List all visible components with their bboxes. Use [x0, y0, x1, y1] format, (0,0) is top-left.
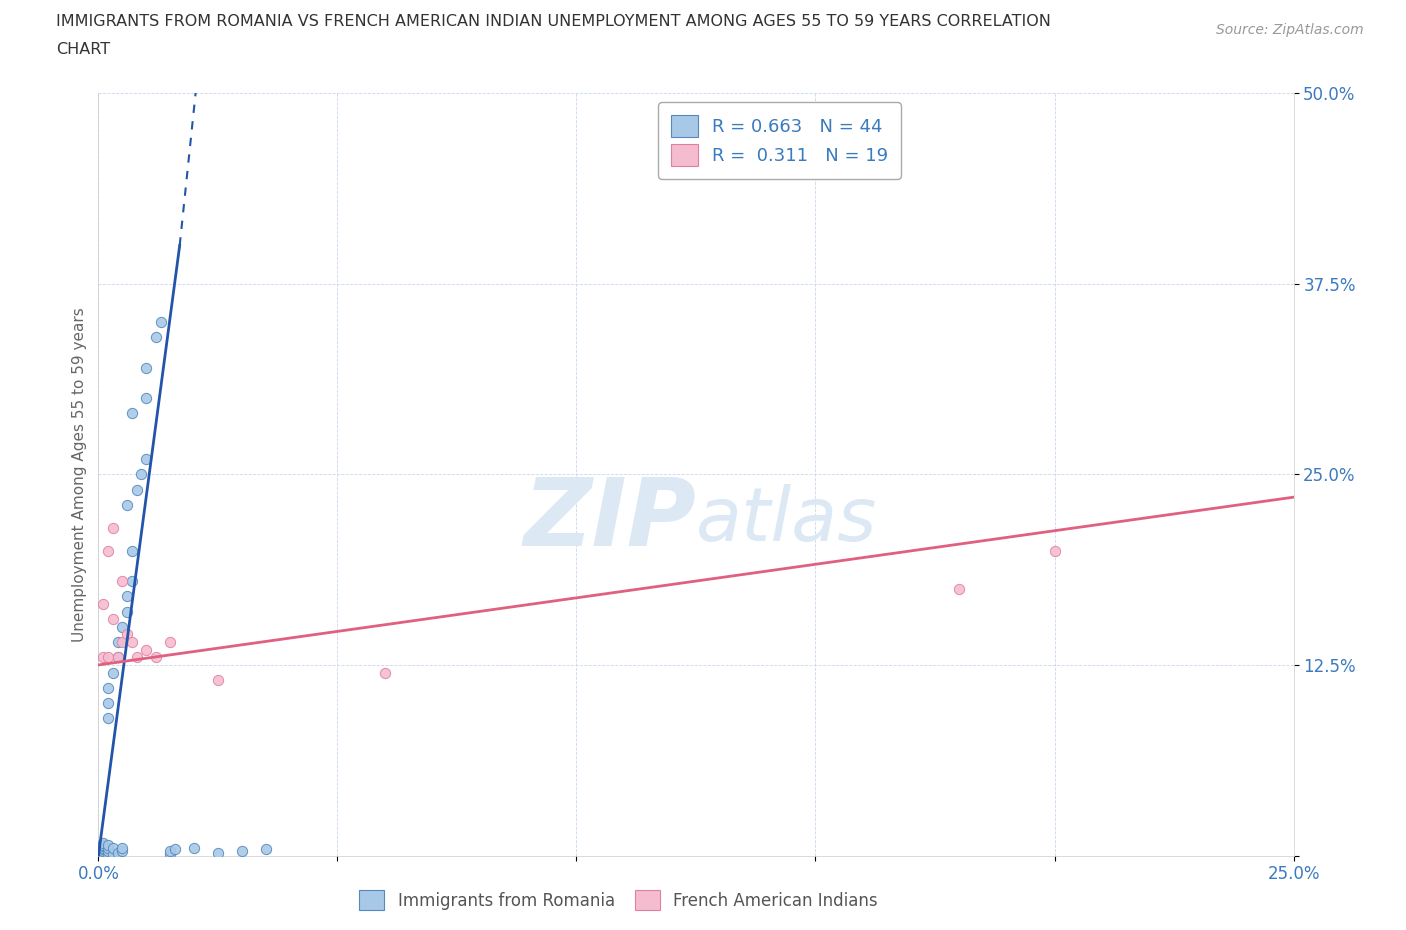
Point	[97, 543, 120, 558]
Point	[145, 650, 167, 665]
Point	[207, 845, 229, 860]
Point	[91, 841, 114, 856]
Point	[159, 634, 181, 649]
Point	[107, 650, 129, 665]
Point	[91, 845, 114, 860]
Point	[107, 650, 129, 665]
Point	[97, 711, 120, 725]
Point	[101, 520, 124, 535]
Point	[111, 619, 134, 634]
Point	[91, 650, 114, 665]
Point	[159, 844, 181, 858]
Point	[97, 681, 120, 696]
Point	[121, 405, 143, 420]
Point	[115, 589, 138, 604]
Y-axis label: Unemployment Among Ages 55 to 59 years: Unemployment Among Ages 55 to 59 years	[72, 307, 87, 642]
Point	[91, 839, 114, 854]
Point	[107, 845, 129, 860]
Point	[125, 482, 148, 497]
Point	[135, 452, 157, 467]
Point	[374, 665, 396, 680]
Point	[131, 467, 153, 482]
Point	[145, 329, 167, 344]
Text: CHART: CHART	[56, 42, 110, 57]
Legend: Immigrants from Romania, French American Indians: Immigrants from Romania, French American…	[353, 884, 884, 917]
Point	[111, 574, 134, 589]
Point	[115, 604, 138, 619]
Point	[97, 841, 120, 856]
Point	[125, 650, 148, 665]
Point	[91, 844, 114, 858]
Point	[91, 846, 114, 861]
Point	[159, 846, 181, 861]
Point	[254, 842, 277, 857]
Point	[97, 838, 120, 853]
Point	[111, 844, 134, 858]
Point	[121, 574, 143, 589]
Legend: R = 0.663   N = 44, R =  0.311   N = 19: R = 0.663 N = 44, R = 0.311 N = 19	[658, 102, 901, 179]
Point	[115, 627, 138, 642]
Point	[111, 841, 134, 856]
Point	[948, 581, 970, 596]
Point	[231, 844, 253, 858]
Text: IMMIGRANTS FROM ROMANIA VS FRENCH AMERICAN INDIAN UNEMPLOYMENT AMONG AGES 55 TO : IMMIGRANTS FROM ROMANIA VS FRENCH AMERIC…	[56, 14, 1052, 29]
Point	[183, 841, 205, 856]
Point	[91, 842, 114, 857]
Point	[101, 841, 124, 856]
Point	[101, 846, 124, 861]
Point	[149, 314, 172, 329]
Point	[91, 836, 114, 851]
Point	[1043, 543, 1066, 558]
Point	[97, 846, 120, 861]
Point	[135, 643, 157, 658]
Point	[111, 634, 134, 649]
Text: atlas: atlas	[696, 484, 877, 556]
Point	[91, 596, 114, 611]
Point	[121, 543, 143, 558]
Point	[163, 842, 186, 857]
Point	[115, 498, 138, 512]
Point	[121, 634, 143, 649]
Point	[135, 391, 157, 405]
Point	[91, 838, 114, 853]
Text: ZIP: ZIP	[523, 474, 696, 566]
Point	[101, 612, 124, 627]
Point	[97, 650, 120, 665]
Point	[97, 844, 120, 858]
Point	[101, 665, 124, 680]
Point	[107, 634, 129, 649]
Point	[135, 360, 157, 375]
Point	[207, 672, 229, 687]
Point	[97, 696, 120, 711]
Text: Source: ZipAtlas.com: Source: ZipAtlas.com	[1216, 23, 1364, 37]
